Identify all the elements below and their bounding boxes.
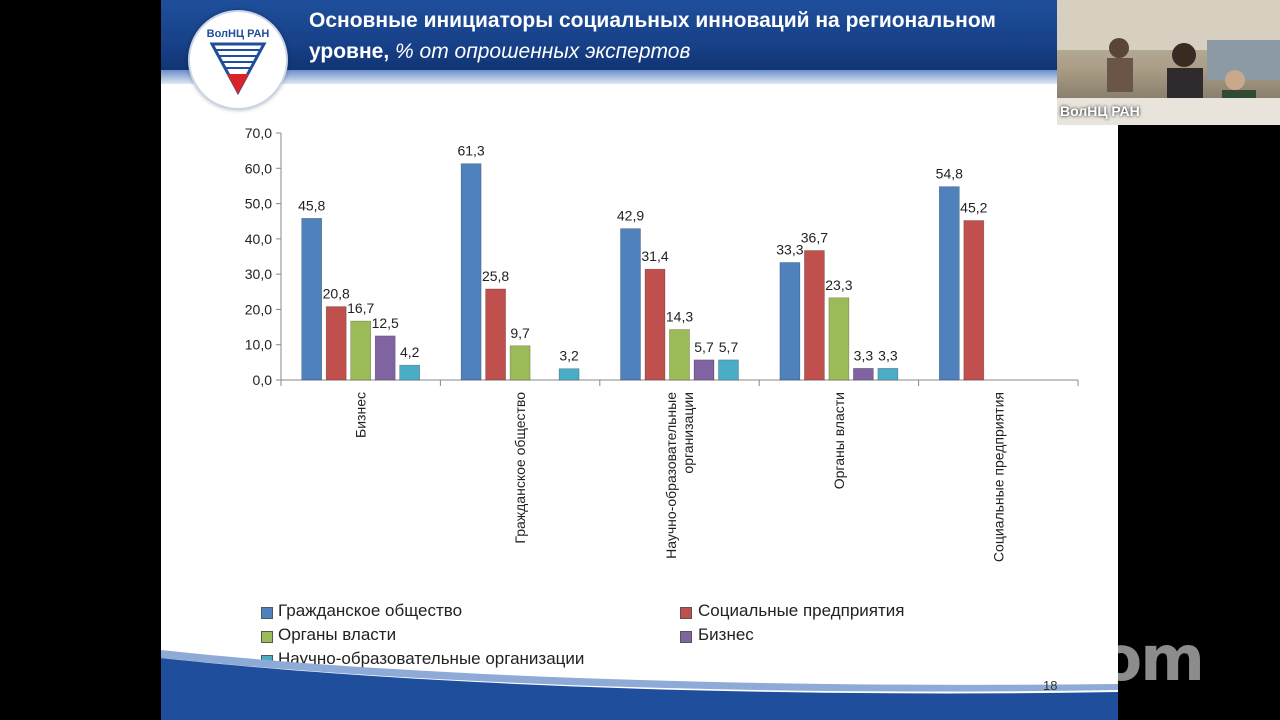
logo-emblem-icon (209, 42, 267, 96)
logo-text: ВолНЦ РАН (206, 28, 270, 40)
legend-swatch (261, 607, 273, 619)
y-tick-label: 50,0 (245, 196, 272, 212)
bar (828, 297, 850, 381)
legend-swatch (680, 631, 692, 643)
presentation-slide: Основные инициаторы социальных инноваций… (161, 0, 1118, 720)
data-label: 33,3 (776, 241, 803, 257)
bar (485, 288, 506, 381)
data-label: 12,5 (372, 315, 399, 331)
bar (301, 218, 322, 381)
y-tick-label: 0,0 (253, 372, 273, 388)
bar-chart: 0,010,020,030,040,050,060,070,045,820,81… (245, 125, 1079, 562)
y-tick-label: 60,0 (245, 160, 272, 176)
legend-swatch (261, 631, 273, 643)
data-label: 3,3 (854, 347, 874, 363)
bar (779, 262, 801, 381)
category-label: Бизнес (353, 392, 369, 438)
data-label: 54,8 (936, 166, 963, 182)
data-label: 3,2 (559, 348, 579, 364)
bar (693, 359, 715, 381)
category-label: Гражданское общество (512, 392, 528, 544)
category-label: организации (680, 392, 696, 474)
bar (558, 368, 580, 381)
subtitle-italic: % от опрошенных экспертов (389, 40, 691, 63)
legend-label: Научно-образовательные организации (278, 649, 585, 668)
bar (718, 359, 739, 381)
footer-wave (161, 650, 1118, 720)
bar (325, 306, 347, 381)
bar (938, 186, 960, 381)
data-label: 5,7 (719, 339, 739, 355)
data-label: 36,7 (801, 230, 828, 246)
bar (620, 228, 641, 381)
data-label: 16,7 (347, 300, 374, 316)
data-label: 14,3 (666, 309, 693, 325)
data-label: 31,4 (641, 248, 668, 264)
bar (509, 345, 531, 381)
data-label: 4,2 (400, 344, 420, 360)
category-label: Органы власти (831, 392, 847, 489)
data-label: 42,9 (617, 208, 644, 224)
slide-subtitle: уровне, % от опрошенных экспертов (309, 40, 690, 64)
slide-title: Основные инициаторы социальных инноваций… (309, 9, 996, 32)
header-stripe (161, 70, 1118, 84)
bar (644, 268, 666, 381)
bar (877, 368, 899, 381)
legend-label: Гражданское общество (278, 601, 463, 620)
page-number: 18 (1043, 678, 1058, 693)
y-tick-label: 70,0 (245, 125, 272, 141)
data-label: 61,3 (457, 143, 484, 159)
participant-video-tile[interactable]: ВолНЦ РАН (1057, 0, 1280, 125)
subtitle-bold: уровне, (309, 40, 390, 63)
data-label: 3,3 (878, 347, 898, 363)
data-label: 20,8 (323, 286, 350, 302)
bar (804, 250, 825, 381)
data-label: 5,7 (694, 339, 714, 355)
bar (963, 220, 985, 381)
legend-label: Бизнес (698, 625, 754, 644)
bar (350, 320, 371, 381)
y-tick-label: 40,0 (245, 231, 272, 247)
y-tick-label: 10,0 (245, 337, 272, 353)
legend-label: Органы власти (278, 625, 397, 644)
zoom-watermark: zoom (1025, 622, 1205, 695)
y-tick-label: 20,0 (245, 301, 272, 317)
bar (399, 364, 420, 381)
category-label: Социальные предприятия (990, 392, 1006, 562)
data-label: 45,2 (960, 200, 987, 216)
data-label: 45,8 (298, 197, 325, 213)
bar (460, 163, 482, 381)
data-label: 9,7 (510, 325, 530, 341)
data-label: 23,3 (825, 277, 852, 293)
video-label: ВолНЦ РАН (1060, 103, 1140, 119)
category-label: Научно-образовательные (663, 392, 679, 559)
legend-swatch (680, 607, 692, 619)
y-tick-label: 30,0 (245, 266, 272, 282)
data-label: 25,8 (482, 268, 509, 284)
bar (853, 368, 874, 381)
bar (669, 329, 690, 381)
legend-label: Социальные предприятия (698, 601, 905, 620)
bar (374, 335, 396, 381)
header-band (161, 0, 1118, 80)
volnc-logo: ВолНЦ РАН (188, 10, 288, 110)
video-scene (1057, 0, 1280, 125)
